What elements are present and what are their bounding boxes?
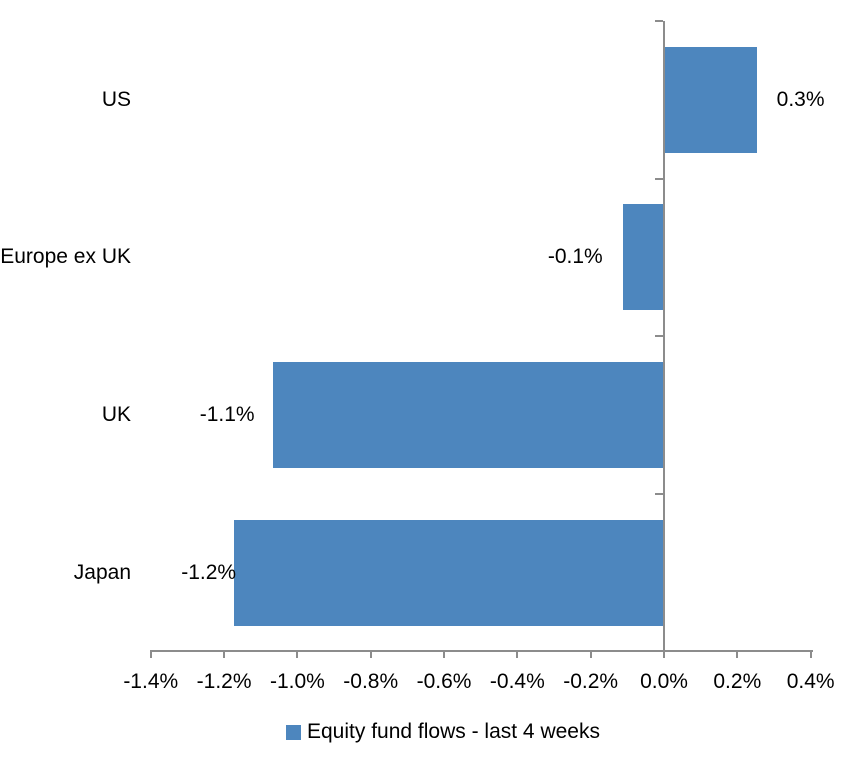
value-axis-tick-label-0-6: -0.6% [416, 670, 472, 693]
category-axis-tick [655, 177, 663, 180]
value-axis-tick-label-0-4: 0.4% [786, 670, 835, 693]
category-axis-tick [655, 492, 663, 495]
category-axis-tick [655, 20, 663, 22]
value-axis-tick [369, 650, 372, 658]
category-axis-tick [655, 335, 663, 338]
value-label-us: 0.3% [776, 87, 825, 111]
value-axis-tick-label-0-0: 0.0% [640, 670, 688, 693]
value-axis-tick [736, 650, 739, 658]
bar-japan [234, 519, 663, 626]
value-label-europe-ex-uk: -0.1% [547, 245, 603, 269]
value-axis-tick [223, 650, 226, 658]
value-axis-tick-label-1-2: -1.2% [196, 670, 252, 693]
value-axis-tick [516, 650, 519, 658]
category-label-us: US [101, 87, 131, 111]
value-axis-line [150, 650, 813, 652]
bar-europe-ex-uk [622, 204, 663, 311]
value-label-uk: -1.1% [199, 403, 255, 426]
value-axis-tick [809, 650, 812, 658]
bar-uk [272, 362, 663, 468]
value-axis-tick [149, 650, 152, 658]
value-axis-tick [296, 650, 299, 658]
value-axis-tick-label-1-0: -1.0% [269, 670, 325, 693]
value-axis-tick-label-1-4: -1.4% [123, 670, 179, 693]
category-label-europe-ex-uk: Europe ex UK [0, 245, 131, 269]
value-axis-tick-label-0-8: -0.8% [343, 670, 399, 693]
value-axis-tick [443, 650, 446, 658]
bar-us [665, 46, 757, 153]
value-axis-tick-label-0-4: -0.4% [489, 670, 545, 693]
legend: Equity fund flows - last 4 weeks [286, 719, 600, 745]
category-label-japan: Japan [73, 560, 131, 584]
legend-label: Equity fund flows - last 4 weeks [307, 720, 600, 743]
value-axis-tick [589, 650, 592, 658]
value-label-japan: -1.2% [181, 560, 237, 584]
value-axis-tick-label-0-2: -0.2% [563, 670, 619, 693]
legend-marker-square [286, 724, 301, 740]
category-axis-line [663, 21, 665, 658]
value-axis-tick [663, 650, 665, 658]
value-axis-tick-label-0-2: 0.2% [713, 670, 762, 693]
category-label-uk: UK [101, 403, 131, 426]
